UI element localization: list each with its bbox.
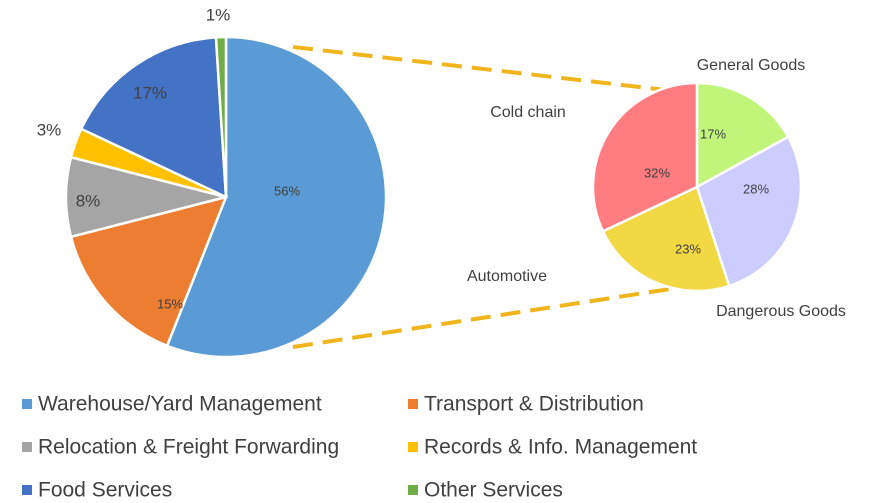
pie-slice	[695, 81, 790, 190]
pie-slice	[79, 35, 228, 200]
data-label: 15%	[157, 296, 183, 311]
legend-label: Relocation & Freight Forwarding	[38, 436, 339, 459]
data-label: 1%	[206, 5, 231, 24]
category-label: Dangerous Goods	[716, 303, 846, 320]
pie-slice	[591, 81, 699, 233]
category-label: Automotive	[467, 268, 547, 285]
data-label: 28%	[743, 181, 769, 196]
legend-label: Transport & Distribution	[424, 393, 644, 416]
category-label: Cold chain	[490, 104, 566, 121]
legend-marker	[22, 399, 32, 409]
pie-slice	[165, 35, 388, 359]
pie-slice	[601, 185, 731, 293]
legend-label: Records & Info. Management	[424, 436, 697, 459]
legend-marker	[408, 485, 418, 495]
legend-label: Other Services	[424, 479, 563, 502]
data-label: 17%	[133, 83, 167, 102]
data-label: 8%	[76, 191, 101, 210]
legend-marker	[22, 485, 32, 495]
legend-marker	[408, 442, 418, 452]
category-label: General Goods	[697, 57, 806, 74]
legend-label: Warehouse/Yard Management	[38, 393, 322, 416]
pie-slice	[214, 35, 228, 198]
connector-line	[292, 285, 684, 349]
data-label: 17%	[700, 126, 726, 141]
data-label: 32%	[644, 165, 670, 180]
data-label: 3%	[37, 120, 62, 139]
pie-slice	[695, 135, 803, 288]
data-label: 56%	[274, 183, 300, 198]
legend-label: Food Services	[38, 479, 172, 502]
data-label: 23%	[675, 241, 701, 256]
legend-marker	[22, 442, 32, 452]
connector-line	[292, 45, 684, 94]
pie-slice	[69, 195, 229, 348]
legend-marker	[408, 399, 418, 409]
